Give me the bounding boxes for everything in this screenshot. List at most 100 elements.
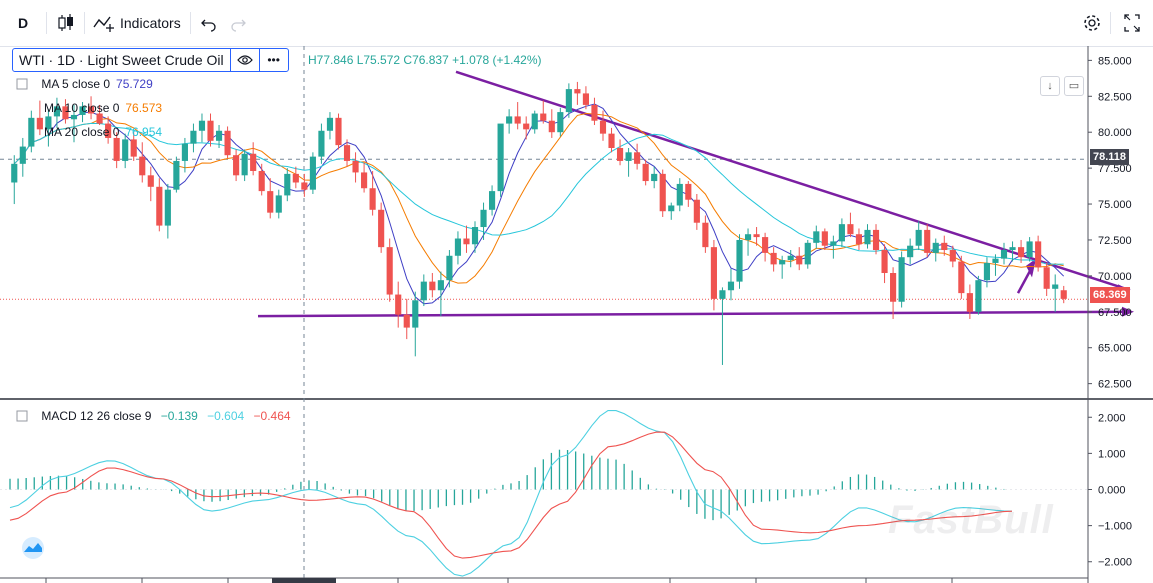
symbol-legend[interactable]: WTI · 1D · Light Sweet Crude Oil ••• — [12, 48, 289, 72]
candle-body — [147, 175, 154, 187]
interval-button[interactable]: D — [18, 15, 29, 31]
macd-signal-value: −0.464 — [253, 409, 291, 423]
redo-icon[interactable] — [229, 10, 247, 36]
macd-label: MACD 12 26 close 9 — [41, 409, 152, 423]
candle-body — [45, 116, 52, 130]
candle-body — [233, 155, 240, 176]
candle-body — [565, 89, 572, 113]
candle-body — [343, 145, 351, 161]
candle-body — [361, 172, 368, 189]
candle-body — [489, 191, 496, 210]
maximize-pane-icon[interactable]: ▭ — [1064, 76, 1084, 96]
ma5-line — [13, 103, 1065, 305]
toggle-visibility-icon[interactable] — [16, 410, 28, 422]
candle-body — [164, 189, 171, 226]
candle-body — [79, 106, 86, 115]
candle-body — [36, 117, 43, 130]
candle-body — [890, 273, 897, 302]
candle-body — [429, 281, 436, 291]
candle-body — [412, 300, 419, 328]
candle-body — [96, 113, 103, 124]
macd-tick-label: 2.000 — [1098, 412, 1126, 424]
candle-body — [616, 148, 624, 161]
candle-body — [386, 247, 393, 295]
ma5-label: MA 5 close 0 — [41, 77, 111, 91]
toolbar-divider — [84, 12, 85, 34]
eye-icon[interactable] — [229, 49, 259, 71]
candle-body — [506, 116, 513, 124]
ma5-legend: MA 5 close 0 75.729 — [16, 77, 153, 91]
candle-body — [949, 250, 956, 262]
candle-body — [753, 234, 760, 238]
toolbar-divider — [46, 12, 47, 34]
candle-body — [881, 250, 888, 274]
candle-body — [156, 186, 163, 226]
macd-tick-label: −2.000 — [1098, 557, 1132, 569]
ohlc-values: H77.846 L75.572 C76.837 +1.078 (+1.42%) — [308, 53, 542, 67]
price-tick-label: 85.000 — [1098, 55, 1132, 67]
candle-body — [318, 130, 325, 157]
candle-body — [710, 247, 717, 299]
candle-body — [198, 120, 206, 131]
candle-body — [744, 234, 752, 240]
candle-body — [727, 281, 735, 291]
candle-body — [659, 173, 666, 212]
candle-body — [634, 152, 641, 164]
crosshair-price-label: 78.118 — [1090, 149, 1130, 165]
candle-body — [122, 139, 129, 161]
candle-body — [523, 123, 530, 130]
candle-body — [207, 120, 214, 141]
toggle-visibility-icon[interactable] — [16, 78, 28, 90]
macd-line-value: −0.604 — [207, 409, 245, 423]
price-tick-label: 80.000 — [1098, 127, 1132, 139]
symbol-title: WTI · 1D · Light Sweet Crude Oil — [19, 52, 224, 68]
candle-body — [668, 205, 675, 212]
candle-body — [787, 255, 794, 261]
candle-body — [966, 293, 973, 312]
candle-body — [292, 173, 299, 183]
ma5-value: 75.729 — [116, 77, 153, 91]
candle-body — [284, 173, 291, 196]
candle-body — [267, 191, 274, 213]
candle-body — [983, 262, 991, 281]
watermark: FastBull — [888, 498, 1054, 542]
candle-body — [190, 130, 197, 144]
price-tick-label: 82.500 — [1098, 91, 1132, 103]
candles-icon[interactable] — [56, 10, 76, 36]
candle-body — [804, 242, 811, 265]
ma20-line — [13, 122, 1064, 265]
scroll-down-icon[interactable]: ↓ — [1040, 76, 1060, 96]
candle-body — [821, 231, 828, 246]
candle-body — [326, 117, 334, 131]
candle-body — [847, 224, 854, 235]
logo-icon — [18, 536, 48, 560]
more-options-icon[interactable]: ••• — [258, 49, 288, 71]
candle-body — [813, 231, 820, 243]
indicators-button[interactable]: Indicators — [120, 15, 181, 31]
candle-body — [548, 120, 555, 133]
candle-body — [864, 229, 871, 245]
candle-body — [1018, 247, 1025, 258]
toolbar-divider — [1110, 12, 1111, 34]
candle-body — [1043, 267, 1050, 289]
candle-body — [932, 242, 939, 253]
candle-body — [87, 106, 95, 114]
candle-body — [651, 173, 658, 182]
candle-body — [924, 229, 931, 253]
candle-body — [70, 114, 78, 120]
price-tick-label: 75.000 — [1098, 199, 1132, 211]
macd-histogram-value: −0.139 — [160, 409, 198, 423]
candle-body — [1035, 241, 1042, 268]
candle-body — [446, 255, 453, 281]
candle-body — [702, 222, 709, 248]
fullscreen-icon[interactable] — [1122, 10, 1142, 36]
candles — [11, 81, 1067, 365]
candle-body — [898, 257, 905, 302]
candle-body — [309, 156, 316, 190]
undo-icon[interactable] — [200, 10, 218, 36]
indicators-icon[interactable] — [92, 10, 118, 36]
candle-body — [181, 143, 188, 161]
candle-body — [352, 160, 359, 173]
settings-gear-icon[interactable] — [1082, 10, 1102, 36]
